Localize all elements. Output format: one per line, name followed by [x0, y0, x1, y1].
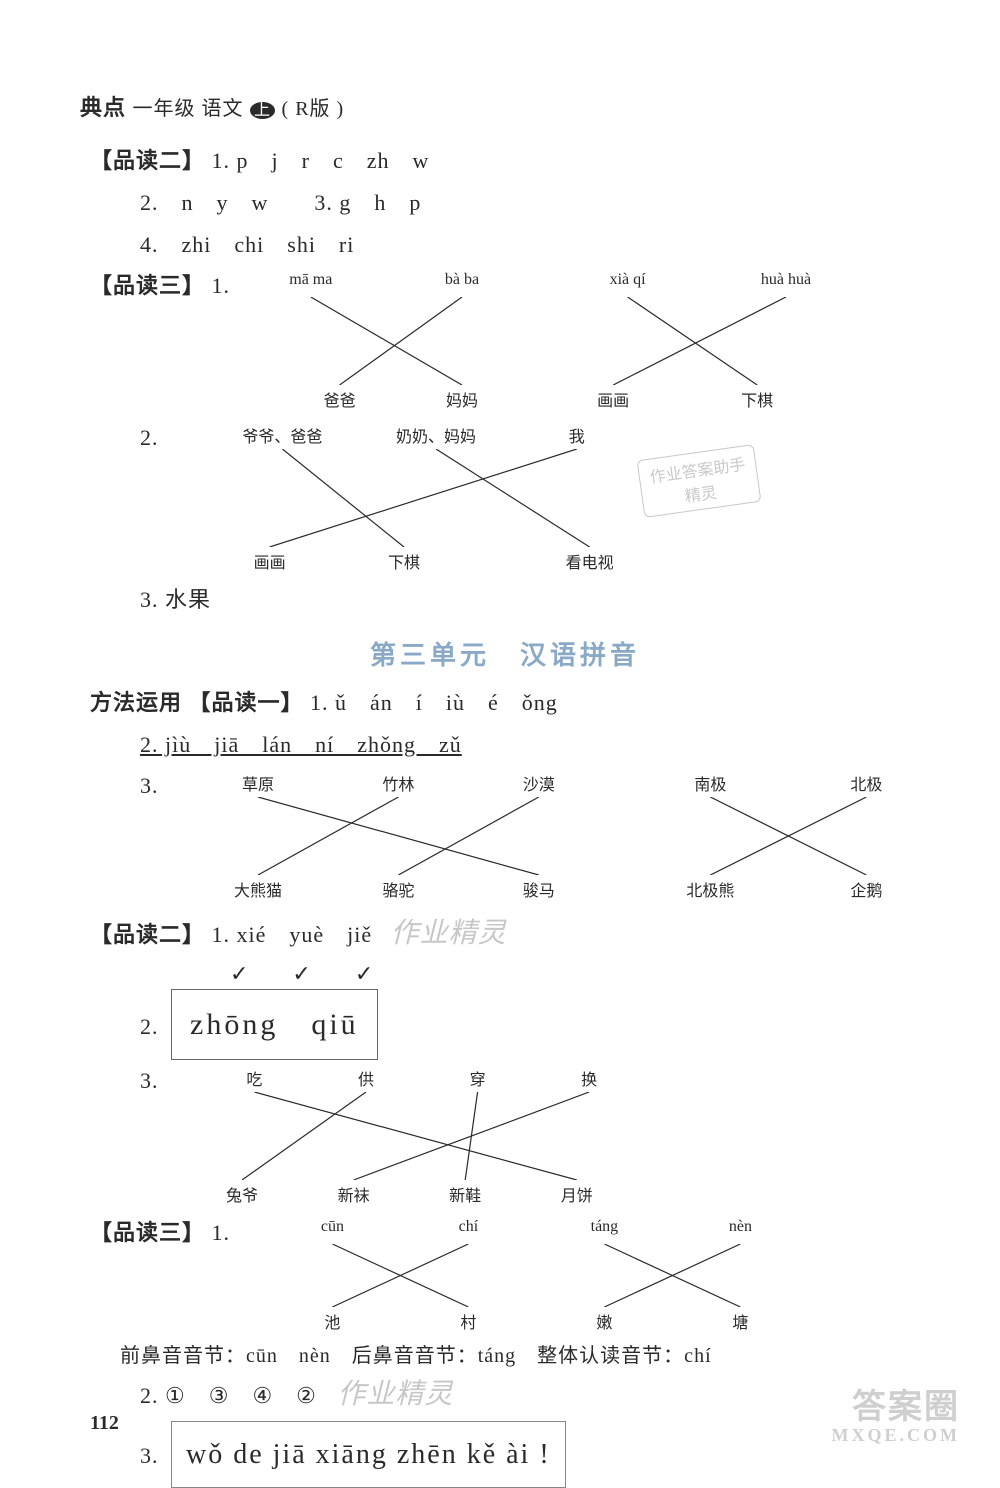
fangfa-sub: 【品读一】	[189, 690, 304, 715]
pindu2b-q2: 2. zhōng qiū	[140, 989, 930, 1060]
pindu3c-q2: 2. ① ③ ④ ② 作业精灵	[140, 1368, 930, 1421]
match-top-cell: 我	[569, 423, 585, 447]
match-bottom-cell: 大熊猫	[234, 877, 282, 901]
grade: 一年级 语文	[133, 98, 244, 120]
match-bottom-cell: 月饼	[561, 1182, 593, 1206]
match-bottom-cell: 下棋	[741, 387, 773, 411]
match-top-cell: 竹林	[382, 771, 414, 795]
page-header: 典点 一年级 语文 上 ( R版 )	[80, 90, 930, 122]
match-lines	[210, 1244, 890, 1307]
match-top-cell: huà huà	[761, 271, 811, 289]
match-lines	[210, 297, 930, 385]
match-top-cell: 换	[581, 1066, 597, 1090]
watermark: 答案圈 MXQE.COM	[832, 1390, 960, 1445]
match-bottom-cell: 新鞋	[449, 1182, 481, 1206]
match-top-cell: 奶奶、妈妈	[396, 423, 476, 447]
match-top-cell: 穿	[470, 1066, 486, 1090]
pindu3c-q3: 3. wǒ de jiā xiāng zhēn kě ài !	[140, 1421, 930, 1488]
brand: 典点	[80, 95, 126, 120]
match-top-cell: nèn	[729, 1218, 752, 1236]
tick-text: ✓ ✓ ✓	[230, 961, 373, 986]
match-lines	[180, 1092, 800, 1180]
pindu2b-label: 【品读二】	[90, 922, 205, 947]
fangfa-q3-prefix: 3.	[140, 773, 159, 798]
match-bottom-cell: 池	[324, 1309, 340, 1333]
watermark-line1: 答案圈	[832, 1390, 960, 1426]
pindu2-q4: 4. zhi chi shi ri	[140, 224, 930, 266]
faded-watermark-1: 作业精灵	[391, 918, 507, 949]
badge: 上	[250, 102, 275, 119]
match-top-cell: bà ba	[445, 271, 479, 289]
match-top-cell: 南极	[694, 771, 726, 795]
pindu3c-label: 【品读三】	[90, 1220, 205, 1245]
pinyin-box-sentence: wǒ de jiā xiāng zhēn kě ài !	[171, 1421, 566, 1488]
match-bottom-cell: 骆驼	[382, 877, 414, 901]
match-top-cell: xià qí	[610, 271, 646, 289]
match-top-cell: táng	[591, 1218, 619, 1236]
match-pindu2b: 吃 供 穿 换兔爷 新袜 新鞋 月饼	[180, 1066, 800, 1206]
match-bottom-cell: 爸爸	[324, 387, 356, 411]
pindu2-q2: 2. n y w 3. g h p	[140, 182, 930, 224]
fangfa-label: 方法运用	[90, 690, 182, 715]
match-lines	[180, 797, 960, 875]
fangfa-q2-text: 2. jìù jiā lán ní zhǒng zǔ	[140, 732, 462, 757]
pindu2b-q2-prefix: 2.	[140, 1014, 159, 1039]
pindu3a-label: 【品读三】	[90, 273, 205, 298]
faded-watermark-2: 作业精灵	[337, 1379, 453, 1410]
match-bottom-cell: 村	[460, 1309, 476, 1333]
match-top-cell: 爷爷、爸爸	[242, 423, 322, 447]
pindu2b-q3-prefix: 3.	[140, 1068, 159, 1093]
match-top-cell: 沙漠	[523, 771, 555, 795]
fangfa-line1: 方法运用 【品读一】 1. ǔ án í iù é ǒng	[90, 682, 930, 724]
pindu2b-ticks: ✓ ✓ ✓	[230, 960, 930, 989]
pindu3c-note: 前鼻音音节：cūn nèn 后鼻音音节：táng 整体认读音节：chí	[120, 1339, 930, 1368]
pindu3c-q2-text: 2. ① ③ ④ ②	[140, 1383, 317, 1408]
match-bottom-cell: 骏马	[523, 877, 555, 901]
pindu2-q1: 1. p j r c zh w	[212, 148, 430, 173]
match-top-cell: cūn	[321, 1218, 344, 1236]
pindu3b-prefix: 2.	[140, 425, 159, 450]
match-bottom-cell: 下棋	[388, 549, 420, 573]
match-bottom-cell: 企鹅	[850, 877, 882, 901]
match-pindu3a: mā ma bà ba xià qí huà huà 爸爸 妈妈 画画 下棋	[210, 271, 930, 411]
match-top-cell: 吃	[246, 1066, 262, 1090]
fangfa-q2: 2. jìù jiā lán ní zhǒng zǔ	[140, 724, 930, 766]
match-bottom-cell: 兔爷	[226, 1182, 258, 1206]
match-bottom-cell: 嫩	[596, 1309, 612, 1333]
match-top-cell: chí	[459, 1218, 479, 1236]
match-pindu3c: cūn chí táng nèn 池 村 嫩 塘	[210, 1218, 890, 1333]
match-top-cell: 草原	[242, 771, 274, 795]
edition: ( R版 )	[282, 98, 345, 120]
match-bottom-cell: 新袜	[338, 1182, 370, 1206]
pindu3c-q3-prefix: 3.	[140, 1443, 159, 1468]
match-bottom-cell: 塘	[732, 1309, 748, 1333]
match-bottom-cell: 看电视	[566, 549, 614, 573]
watermark-line2: MXQE.COM	[832, 1426, 960, 1445]
page-number: 112	[90, 1412, 119, 1435]
match-bottom-cell: 画画	[597, 387, 629, 411]
pindu2-label: 【品读二】	[90, 148, 205, 173]
pinyin-box-zhongqiu: zhōng qiū	[171, 989, 378, 1060]
fangfa-q1: 1. ǔ án í iù é ǒng	[310, 690, 558, 715]
pindu2b-line1: 【品读二】 1. xié yuè jiě 作业精灵	[90, 907, 930, 960]
match-top-cell: mā ma	[289, 271, 332, 289]
match-bottom-cell: 画画	[254, 549, 286, 573]
unit-title: 第三单元 汉语拼音	[80, 635, 930, 672]
pindu3c-q3: 3. 水果	[140, 579, 930, 621]
pindu2b-q1: 1. xié yuè jiě	[212, 922, 373, 947]
match-top-cell: 北极	[850, 771, 882, 795]
match-bottom-cell: 妈妈	[446, 387, 478, 411]
match-top-cell: 供	[358, 1066, 374, 1090]
pindu2-line1: 【品读二】 1. p j r c zh w	[90, 140, 930, 182]
match-fangfa: 草原 竹林 沙漠 南极 北极大熊猫 骆驼 骏马 北极熊 企鹅	[180, 771, 960, 901]
match-bottom-cell: 北极熊	[686, 877, 734, 901]
